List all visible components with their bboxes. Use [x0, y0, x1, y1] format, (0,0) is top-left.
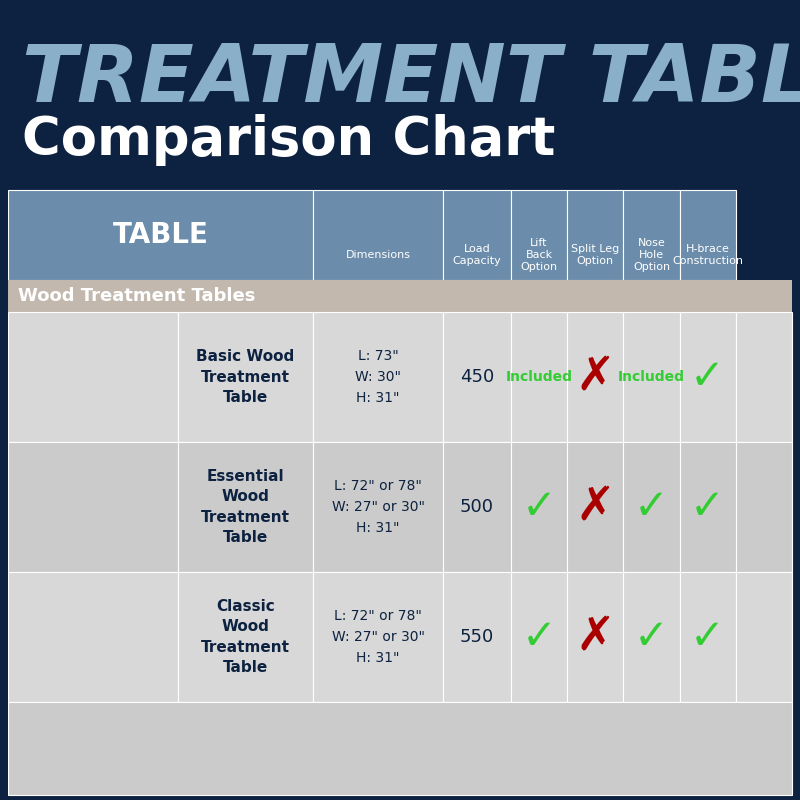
- Bar: [623, 312, 680, 442]
- Bar: [623, 190, 680, 280]
- Text: TABLE: TABLE: [113, 221, 209, 249]
- Bar: [736, 312, 792, 442]
- Bar: [443, 572, 511, 702]
- Bar: [0, 0, 8, 800]
- Bar: [8, 280, 792, 312]
- Text: Essential
Wood
Treatment
Table: Essential Wood Treatment Table: [201, 469, 290, 545]
- Text: ✗: ✗: [575, 485, 615, 530]
- Bar: [443, 312, 511, 442]
- Text: L: 72" or 78"
W: 27" or 30"
H: 31": L: 72" or 78" W: 27" or 30" H: 31": [331, 610, 425, 665]
- Bar: [8, 442, 178, 572]
- Bar: [443, 442, 511, 572]
- Text: ✓: ✓: [690, 486, 725, 528]
- Text: ✓: ✓: [690, 616, 725, 658]
- Text: 550: 550: [460, 628, 494, 646]
- Text: 450: 450: [460, 368, 494, 386]
- Text: ✓: ✓: [690, 356, 725, 398]
- Text: ✓: ✓: [634, 616, 669, 658]
- Bar: [511, 190, 567, 280]
- Text: ✓: ✓: [522, 616, 557, 658]
- Bar: [8, 190, 313, 280]
- Text: ✗: ✗: [575, 614, 615, 659]
- Text: Comparison Chart: Comparison Chart: [22, 114, 555, 166]
- Text: Split Leg
Option: Split Leg Option: [571, 244, 619, 266]
- Bar: [178, 312, 313, 442]
- Text: H-brace
Construction: H-brace Construction: [672, 244, 743, 266]
- Text: ✗: ✗: [575, 354, 615, 399]
- Text: Dimensions: Dimensions: [346, 250, 410, 260]
- Bar: [736, 442, 792, 572]
- Bar: [8, 702, 792, 795]
- Bar: [680, 190, 736, 280]
- Bar: [567, 442, 623, 572]
- Text: Load
Capacity: Load Capacity: [453, 244, 502, 266]
- Text: Basic Wood
Treatment
Table: Basic Wood Treatment Table: [196, 349, 294, 405]
- Text: ✓: ✓: [634, 486, 669, 528]
- Bar: [567, 572, 623, 702]
- Bar: [313, 572, 443, 702]
- Bar: [567, 190, 623, 280]
- Text: TREATMENT TABLE: TREATMENT TABLE: [22, 41, 800, 119]
- Bar: [511, 312, 567, 442]
- Bar: [8, 312, 178, 442]
- Text: Included: Included: [506, 370, 573, 384]
- Text: Lift
Back
Option: Lift Back Option: [521, 238, 558, 272]
- Bar: [680, 572, 736, 702]
- Bar: [8, 572, 178, 702]
- Bar: [623, 442, 680, 572]
- Text: L: 73"
W: 30"
H: 31": L: 73" W: 30" H: 31": [355, 350, 401, 405]
- Bar: [443, 190, 511, 280]
- Text: L: 72" or 78"
W: 27" or 30"
H: 31": L: 72" or 78" W: 27" or 30" H: 31": [331, 479, 425, 534]
- Text: Nose
Hole
Option: Nose Hole Option: [633, 238, 670, 272]
- Bar: [623, 572, 680, 702]
- Text: Wood Treatment Tables: Wood Treatment Tables: [18, 287, 255, 305]
- Text: ✓: ✓: [522, 486, 557, 528]
- Bar: [680, 442, 736, 572]
- Bar: [313, 190, 443, 280]
- Text: Included: Included: [618, 370, 685, 384]
- Bar: [680, 312, 736, 442]
- Bar: [178, 572, 313, 702]
- Bar: [511, 442, 567, 572]
- Bar: [178, 442, 313, 572]
- Bar: [313, 312, 443, 442]
- Text: 500: 500: [460, 498, 494, 516]
- Bar: [313, 442, 443, 572]
- Text: Classic
Wood
Treatment
Table: Classic Wood Treatment Table: [201, 599, 290, 675]
- Bar: [736, 572, 792, 702]
- Bar: [511, 572, 567, 702]
- Bar: [567, 312, 623, 442]
